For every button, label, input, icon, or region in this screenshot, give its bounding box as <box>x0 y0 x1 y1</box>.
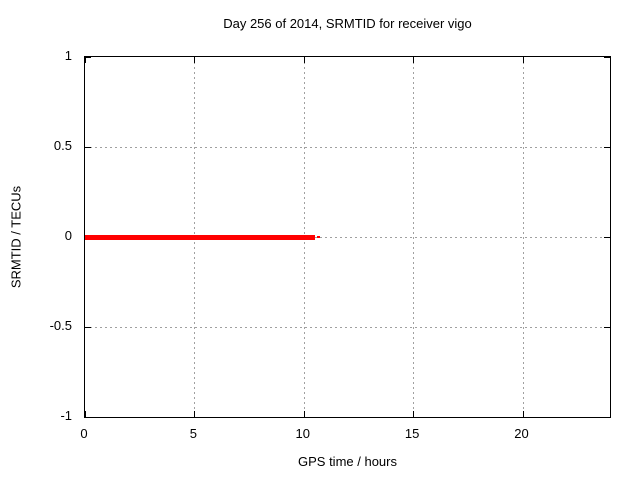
y-tick-mark <box>604 417 610 418</box>
x-tick-label: 15 <box>404 426 420 441</box>
y-tick-mark <box>604 237 610 238</box>
h-gridline <box>85 237 610 238</box>
x-tick-mark <box>304 57 305 63</box>
x-tick-mark <box>194 411 195 417</box>
x-tick-label: 20 <box>514 426 529 441</box>
y-tick-mark <box>604 327 610 328</box>
x-tick-mark <box>85 57 86 63</box>
data-line-segment <box>316 236 321 238</box>
x-tick-mark <box>85 411 86 417</box>
v-gridline <box>523 57 524 417</box>
x-tick-label: 10 <box>295 426 310 441</box>
plot-area <box>84 56 611 418</box>
y-tick-mark <box>85 57 91 58</box>
y-tick-mark <box>604 147 610 148</box>
x-tick-label: 0 <box>80 426 88 441</box>
x-tick-mark <box>413 57 414 63</box>
x-tick-mark <box>304 411 305 417</box>
y-tick-mark <box>85 147 91 148</box>
y-tick-label: 1 <box>64 48 72 63</box>
x-tick-mark <box>413 411 414 417</box>
y-tick-mark <box>85 327 91 328</box>
x-tick-mark <box>194 57 195 63</box>
y-tick-label: -0.5 <box>49 318 72 333</box>
y-tick-label: -1 <box>60 408 72 423</box>
x-tick-label: 5 <box>189 426 197 441</box>
y-tick-mark <box>604 57 610 58</box>
x-axis-label: GPS time / hours <box>298 454 397 469</box>
h-gridline <box>85 327 610 328</box>
y-tick-label: 0 <box>64 228 72 243</box>
x-tick-mark <box>523 411 524 417</box>
y-tick-label: 0.5 <box>53 138 72 153</box>
y-tick-mark <box>85 417 91 418</box>
h-gridline <box>85 147 610 148</box>
chart-title: Day 256 of 2014, SRMTID for receiver vig… <box>223 16 472 31</box>
v-gridline <box>413 57 414 417</box>
x-tick-mark <box>523 57 524 63</box>
data-line-segment <box>85 234 315 240</box>
